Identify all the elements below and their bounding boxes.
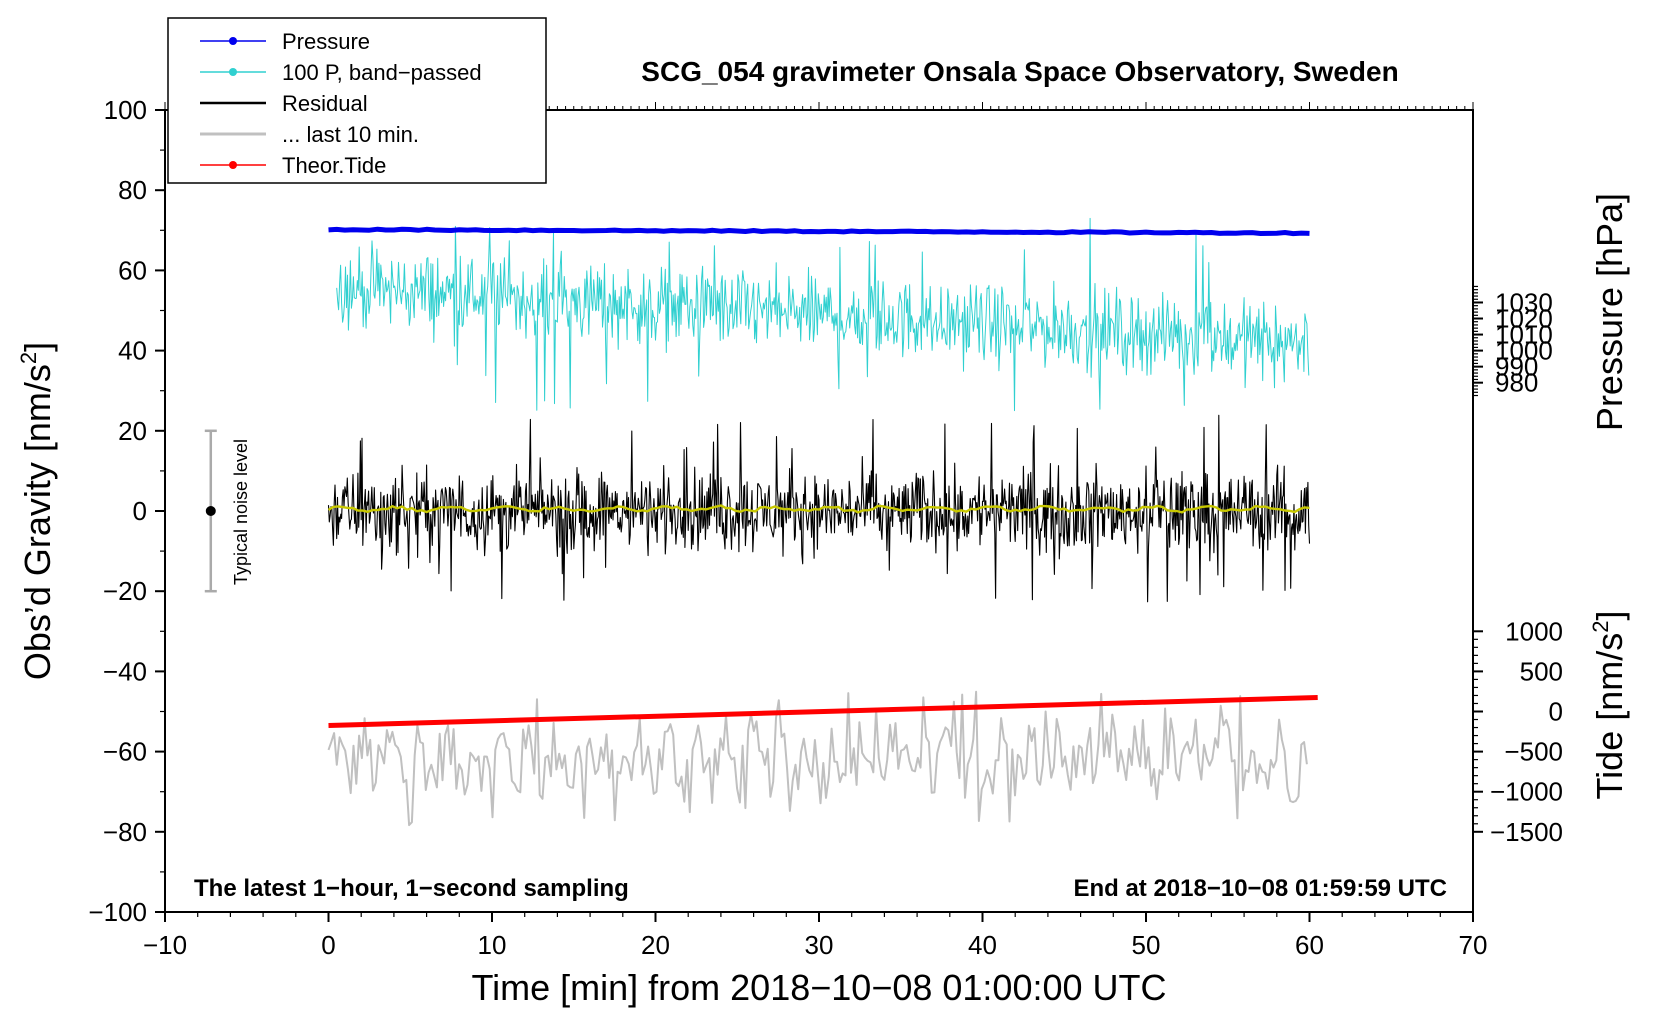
legend-label: Residual: [282, 91, 368, 116]
x-axis-title: Time [min] from 2018−10−08 01:00:00 UTC: [471, 967, 1166, 1008]
series-last-10-min: [327, 690, 1308, 827]
y-axis-pressure-title: Pressure [hPa]: [1589, 193, 1630, 431]
pressure-tick-label: 1020: [1495, 304, 1553, 334]
x-tick-label: 30: [805, 930, 834, 960]
x-tick-label: 0: [321, 930, 335, 960]
pressure-tick-label: 990: [1495, 352, 1538, 382]
x-tick-label: 20: [641, 930, 670, 960]
y-axis-left: −100 −80 −60 −40 −20 0 20 40 60 80 100: [88, 95, 165, 927]
y-tick-label: 20: [118, 416, 147, 446]
pressure-tick-label: 1010: [1495, 320, 1553, 350]
y-tick-label: 60: [118, 255, 147, 285]
series-smoothed-residual: [327, 504, 1310, 514]
legend-label: Pressure: [282, 29, 370, 54]
noise-level-bar: [204, 429, 217, 593]
series-pressure: [328, 226, 1310, 237]
x-tick-label: 60: [1295, 930, 1324, 960]
y-tick-label: −60: [103, 737, 147, 767]
tide-tick-label: −1000: [1490, 777, 1563, 807]
x-tick-label: 70: [1459, 930, 1488, 960]
sampling-note: The latest 1−hour, 1−second sampling: [194, 875, 629, 902]
legend-label: ... last 10 min.: [282, 122, 419, 147]
legend-marker: [229, 68, 237, 76]
series-layer: [327, 217, 1318, 827]
legend: Pressure 100 P, band−passed Residual ... la…: [167, 17, 547, 184]
chart-title: SCG_054 gravimeter Onsala Space Observat…: [641, 56, 1398, 87]
x-tick-label: 50: [1132, 930, 1161, 960]
x-axis: −10 0 10 20 30 40 50 60 70: [143, 102, 1488, 960]
legend-marker: [229, 161, 237, 169]
noise-bar-center-dot: [205, 506, 216, 516]
series-residual: [327, 414, 1311, 603]
series-band-passed-pressure: [336, 217, 1310, 412]
tide-tick-label: 1000: [1505, 616, 1563, 646]
legend-box: [167, 17, 547, 184]
pressure-tick-label: 1000: [1495, 336, 1553, 366]
y-axis-tide-title: Tide [nm/s2]: [1588, 611, 1630, 800]
y-tick-label: 100: [104, 95, 147, 125]
noise-level-label: Typical noise level: [231, 439, 251, 585]
y-tick-label: −100: [88, 897, 147, 927]
x-tick-label: −10: [143, 930, 187, 960]
tide-tick-label: −1500: [1490, 817, 1563, 847]
pressure-tick-label: 1030: [1495, 287, 1553, 317]
x-tick-label: 10: [478, 930, 507, 960]
y-tick-label: −80: [103, 817, 147, 847]
legend-items: Pressure 100 P, band−passed Residual ... la…: [200, 29, 482, 178]
x-tick-label: 40: [968, 930, 997, 960]
legend-marker: [229, 37, 237, 45]
legend-label: 100 P, band−passed: [282, 60, 482, 85]
tide-tick-label: 500: [1520, 656, 1563, 686]
y-tick-label: −20: [103, 576, 147, 606]
tide-tick-label: −500: [1504, 737, 1563, 767]
legend-label: Theor.Tide: [282, 153, 386, 178]
y-tick-label: −40: [103, 656, 147, 686]
y-tick-label: 80: [118, 175, 147, 205]
y-tick-label: 40: [118, 336, 147, 366]
y-tick-label: 0: [133, 496, 147, 526]
series-theoretical-tide: [328, 695, 1318, 728]
y-axis-left-title: Obs’d Gravity [nm/s2]: [16, 342, 58, 680]
y-axis-tide: −1500 −1000 −500 0 500 1000: [1473, 616, 1563, 847]
pressure-tick-label: 980: [1495, 368, 1538, 398]
end-time-note: End at 2018−10−08 01:59:59 UTC: [1073, 875, 1447, 902]
tide-tick-label: 0: [1549, 697, 1563, 727]
